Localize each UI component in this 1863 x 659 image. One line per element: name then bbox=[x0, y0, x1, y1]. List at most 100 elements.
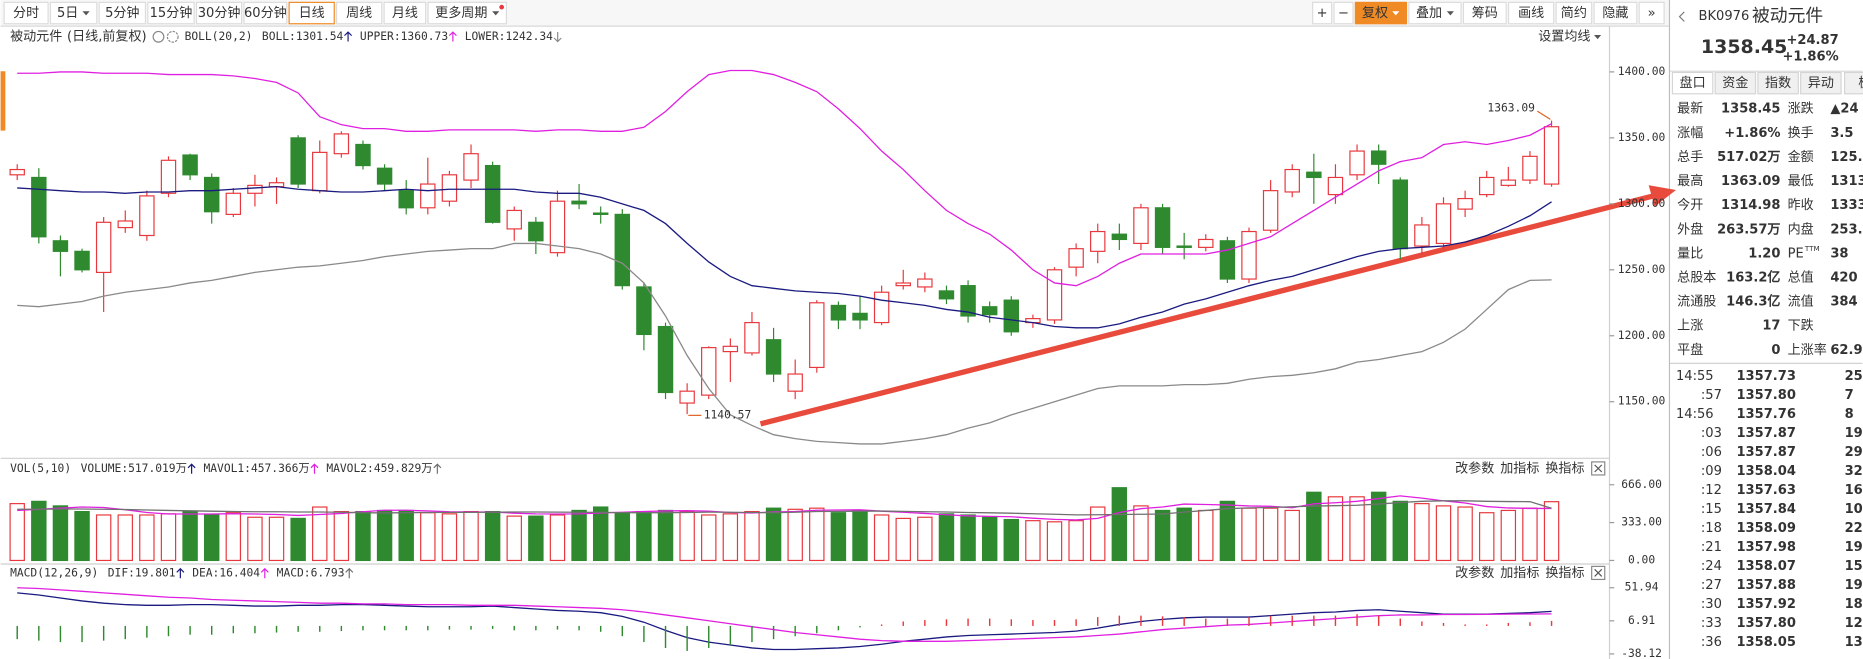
volume-bar bbox=[1219, 500, 1236, 562]
period-label[interactable]: 分时 bbox=[13, 6, 39, 21]
settings-button[interactable]: 设置均线 bbox=[1538, 29, 1590, 44]
tool-label[interactable]: − bbox=[1338, 6, 1349, 21]
stat-value: 125.1 bbox=[1830, 150, 1863, 165]
period-button[interactable] bbox=[49, 1, 98, 25]
stat-value: +1.86% bbox=[1724, 126, 1780, 141]
volume-bar bbox=[744, 510, 760, 562]
period-label[interactable]: 月线 bbox=[392, 6, 418, 21]
pane-button[interactable]: 换指标 bbox=[1545, 566, 1584, 581]
tab[interactable] bbox=[1671, 71, 1714, 95]
period-button[interactable] bbox=[243, 1, 288, 25]
tool-label[interactable]: 复权 bbox=[1362, 5, 1388, 21]
candle-body bbox=[1154, 207, 1171, 248]
tick-volume: 29 bbox=[1845, 445, 1863, 460]
candle-body bbox=[1284, 168, 1300, 193]
tool-button[interactable] bbox=[1638, 1, 1665, 25]
period-label[interactable]: 5日 bbox=[57, 6, 78, 21]
tab[interactable] bbox=[1844, 71, 1863, 95]
volume-bar bbox=[9, 503, 25, 562]
period-label[interactable]: 更多周期 bbox=[435, 5, 487, 21]
tab-label[interactable]: 资金 bbox=[1722, 75, 1748, 91]
legend-entry: MACD:6.793 bbox=[277, 567, 345, 580]
volume-bar bbox=[247, 516, 263, 562]
tool-label[interactable]: 隐藏 bbox=[1602, 6, 1628, 21]
tool-label[interactable]: 叠加 bbox=[1416, 6, 1442, 21]
tick-time: :36 bbox=[1701, 635, 1722, 650]
y-tick-label: 0.00 bbox=[1628, 553, 1655, 566]
pane-button[interactable]: 加指标 bbox=[1500, 462, 1539, 477]
volume-bar bbox=[981, 516, 998, 562]
collapse-icon bbox=[1678, 11, 1685, 22]
tab[interactable] bbox=[1800, 71, 1842, 95]
period-button[interactable] bbox=[383, 1, 427, 25]
pane-button[interactable]: 加指标 bbox=[1500, 566, 1539, 581]
period-button[interactable] bbox=[427, 1, 508, 25]
volume-bar bbox=[203, 514, 220, 562]
volume-bar bbox=[225, 512, 242, 562]
candle-body bbox=[355, 143, 371, 167]
candle-body bbox=[830, 304, 847, 321]
tool-button[interactable] bbox=[1507, 1, 1555, 25]
period-label[interactable]: 30分钟 bbox=[198, 5, 241, 21]
tool-button[interactable] bbox=[1462, 1, 1507, 25]
tick-time: :30 bbox=[1701, 597, 1722, 612]
candle-body bbox=[225, 192, 242, 215]
candle-body bbox=[1327, 176, 1344, 196]
volume-bar bbox=[809, 507, 825, 562]
period-button[interactable] bbox=[3, 1, 49, 25]
candle-body bbox=[95, 221, 112, 274]
period-label[interactable]: 周线 bbox=[346, 6, 372, 21]
tool-label[interactable]: + bbox=[1317, 6, 1328, 21]
candle-body bbox=[592, 212, 609, 215]
period-button[interactable] bbox=[147, 1, 195, 25]
candle-body bbox=[1500, 179, 1517, 186]
tool-button[interactable] bbox=[1333, 1, 1354, 25]
trend-arrow-icon bbox=[176, 567, 185, 579]
period-button[interactable] bbox=[98, 1, 147, 25]
period-button[interactable] bbox=[336, 1, 383, 25]
volume-bar bbox=[312, 506, 328, 562]
tick-volume: 8 bbox=[1845, 407, 1854, 422]
pane-button[interactable]: 换指标 bbox=[1545, 462, 1584, 477]
quote-name: 被动元件 bbox=[1752, 6, 1823, 27]
period-label[interactable]: 60分钟 bbox=[244, 5, 287, 21]
tool-button[interactable] bbox=[1593, 1, 1638, 25]
tool-button[interactable] bbox=[1555, 1, 1593, 25]
candle-body bbox=[1068, 248, 1084, 268]
candle-body bbox=[614, 213, 631, 287]
tool-button[interactable] bbox=[1312, 1, 1333, 25]
quote-code: BK0976 bbox=[1699, 9, 1750, 24]
quote-change-pct: +1.86% bbox=[1782, 49, 1838, 64]
pane-button[interactable]: 改参数 bbox=[1455, 565, 1494, 581]
candle-body bbox=[484, 164, 501, 223]
stat-value: ▲24 bbox=[1830, 102, 1858, 117]
pane-button[interactable]: 改参数 bbox=[1455, 461, 1494, 477]
tick-volume: 19 bbox=[1845, 540, 1863, 555]
tab[interactable] bbox=[1714, 71, 1757, 95]
tool-label[interactable]: 简约 bbox=[1561, 5, 1587, 21]
candle-body bbox=[960, 285, 976, 317]
volume-bar bbox=[679, 510, 695, 562]
stat-label: 总股本 bbox=[1677, 270, 1716, 285]
tab-label[interactable]: 指数 bbox=[1765, 76, 1791, 91]
tab-label[interactable]: 盘口 bbox=[1680, 75, 1706, 91]
tool-label[interactable]: 画线 bbox=[1518, 6, 1544, 21]
tab[interactable] bbox=[1757, 71, 1799, 95]
period-button[interactable] bbox=[195, 1, 243, 25]
stat-label: 今开 bbox=[1677, 197, 1703, 213]
tick-volume: 7 bbox=[1845, 388, 1854, 403]
period-label[interactable]: 日线 bbox=[299, 6, 325, 21]
tool-label[interactable]: » bbox=[1648, 6, 1656, 21]
tool-label[interactable]: 筹码 bbox=[1472, 5, 1498, 21]
period-label[interactable]: 15分钟 bbox=[150, 5, 193, 21]
candle-body bbox=[31, 176, 47, 238]
tick-volume: 16 bbox=[1845, 483, 1863, 498]
tick-volume: 22 bbox=[1845, 521, 1863, 536]
tab-label[interactable]: 异动 bbox=[1808, 76, 1834, 91]
period-label[interactable]: 5分钟 bbox=[105, 5, 139, 21]
tool-button[interactable] bbox=[1408, 1, 1462, 25]
period-button[interactable] bbox=[288, 1, 335, 25]
series-line bbox=[17, 186, 1552, 329]
tab-label[interactable]: 板 bbox=[1858, 76, 1863, 91]
tool-button[interactable] bbox=[1354, 1, 1408, 25]
